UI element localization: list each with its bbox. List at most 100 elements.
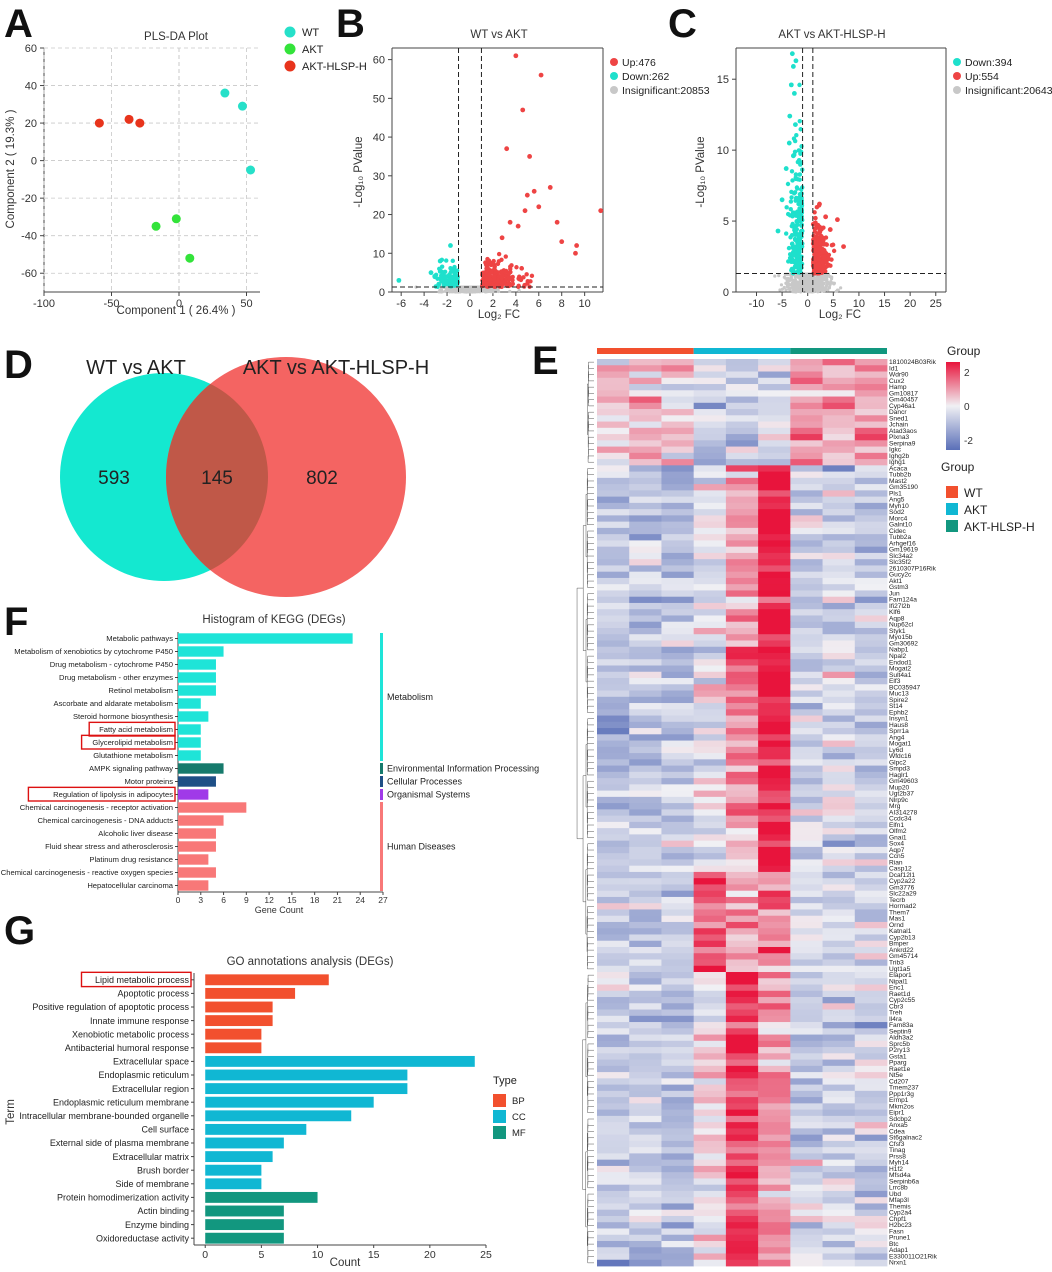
- heatmap-cell: [725, 459, 759, 466]
- heatmap-cell: [822, 1203, 856, 1211]
- heatmap-gene-label: Gm35190: [889, 484, 918, 491]
- heatmap-cell: [790, 1065, 823, 1073]
- heatmap-cell: [725, 521, 759, 529]
- heatmap-dendrogram-branch: [587, 486, 594, 494]
- chart-g-legend-label: BP: [512, 1096, 525, 1107]
- heatmap-cell: [597, 746, 630, 754]
- heatmap-cell: [597, 365, 630, 372]
- heatmap-gene-label: Plxna3: [889, 434, 909, 441]
- heatmap-cell: [822, 527, 856, 535]
- heatmap-cell: [597, 684, 630, 691]
- heatmap-cell: [629, 1053, 662, 1060]
- heatmap-cell: [661, 534, 695, 541]
- chart-f-group-label: Human Diseases: [387, 842, 456, 852]
- heatmap-cell: [629, 1178, 662, 1186]
- heatmap-cell: [854, 972, 888, 979]
- heatmap-cell: [758, 659, 791, 666]
- heatmap-cell: [854, 527, 888, 535]
- heatmap-cell: [629, 696, 662, 704]
- heatmap-cell: [758, 796, 791, 804]
- heatmap-cell: [790, 496, 823, 504]
- heatmap-cell: [822, 746, 856, 754]
- heatmap-cell: [725, 1203, 759, 1211]
- heatmap-gene-label: Septin9: [889, 1028, 912, 1035]
- heatmap-cell: [597, 1222, 630, 1229]
- chart-b-point-up: [480, 271, 485, 276]
- heatmap-cell: [725, 559, 759, 566]
- heatmap-cell: [629, 515, 662, 523]
- chart-c-point-down: [797, 82, 802, 88]
- heatmap-cell: [758, 821, 791, 829]
- heatmap-gene-label: Dancr: [889, 409, 907, 416]
- heatmap-cell: [822, 859, 856, 867]
- heatmap-cell: [822, 1253, 856, 1261]
- heatmap-cell: [693, 427, 727, 435]
- heatmap-cell: [758, 396, 791, 404]
- chart-b-point-up: [504, 146, 510, 152]
- heatmap-gene-label: Myo15b: [889, 634, 913, 641]
- heatmap-cell: [693, 434, 727, 441]
- heatmap-cell: [790, 1209, 823, 1217]
- chart-c-point-down: [797, 118, 802, 124]
- chart-b-point-up: [520, 107, 526, 113]
- chart-c-point-insig: [807, 274, 811, 278]
- heatmap-cell: [693, 477, 727, 485]
- chart-c-point-insig: [835, 288, 840, 292]
- heatmap-cell: [725, 477, 759, 485]
- heatmap-cell: [822, 696, 856, 704]
- heatmap-cell: [822, 997, 856, 1004]
- heatmap-cell: [629, 1222, 662, 1229]
- chart-c-point-insig: [805, 285, 810, 289]
- heatmap-cell: [661, 1165, 695, 1173]
- heatmap-cell: [725, 384, 759, 391]
- chart-f-category-label: Retinol metabolism: [108, 686, 173, 695]
- heatmap-cell: [854, 1253, 888, 1261]
- heatmap-cell: [758, 577, 791, 585]
- heatmap-cell: [661, 915, 695, 923]
- heatmap-cell: [629, 584, 662, 591]
- heatmap-cell: [725, 1222, 759, 1229]
- heatmap-cell: [822, 759, 856, 766]
- heatmap-cell: [790, 446, 823, 454]
- heatmap-gene-label: Nt5e: [889, 1072, 903, 1079]
- heatmap-gene-label: Nabp1: [889, 647, 909, 654]
- chart-f-bar: [178, 737, 201, 748]
- heatmap-cell: [693, 402, 727, 410]
- chart-f-bar: [178, 672, 216, 683]
- chart-b-point-insig: [443, 289, 447, 293]
- heatmap-cell: [758, 452, 791, 460]
- heatmap-cell: [661, 1147, 695, 1154]
- heatmap-cell: [790, 509, 823, 516]
- heatmap-cell: [629, 1259, 662, 1267]
- heatmap-cell: [790, 1128, 823, 1136]
- heatmap-cell: [758, 759, 791, 766]
- chart-g-legend-label: CC: [512, 1112, 526, 1123]
- heatmap-cell: [661, 471, 695, 479]
- heatmap-cell: [597, 521, 630, 529]
- heatmap-cell: [661, 1247, 695, 1254]
- heatmap-cell: [758, 1172, 791, 1179]
- venn-overlap: [166, 373, 268, 581]
- heatmap-cell: [790, 634, 823, 641]
- heatmap-cell: [725, 546, 759, 554]
- heatmap-cell: [790, 909, 823, 917]
- heatmap-cell: [790, 1034, 823, 1042]
- heatmap-cell: [597, 571, 630, 579]
- chart-b-xlabel: Log₂ FC: [478, 309, 520, 321]
- heatmap-cell: [790, 596, 823, 604]
- heatmap-cell: [725, 640, 759, 648]
- heatmap-cell: [790, 753, 823, 760]
- heatmap-cell: [790, 565, 823, 573]
- heatmap-cell: [597, 1172, 630, 1179]
- chart-c-point-down: [799, 261, 805, 267]
- chart-f-bar: [178, 659, 216, 670]
- heatmap-cell: [661, 696, 695, 704]
- heatmap-cell: [693, 984, 727, 992]
- chart-b-xtick-label: 2: [490, 298, 496, 310]
- heatmap-cell: [854, 1097, 888, 1104]
- heatmap-gene-label: Nup62cl: [889, 622, 914, 629]
- chart-b-point-down: [437, 269, 443, 274]
- chart-b-point-down: [444, 279, 450, 284]
- chart-b-point-up: [536, 204, 542, 210]
